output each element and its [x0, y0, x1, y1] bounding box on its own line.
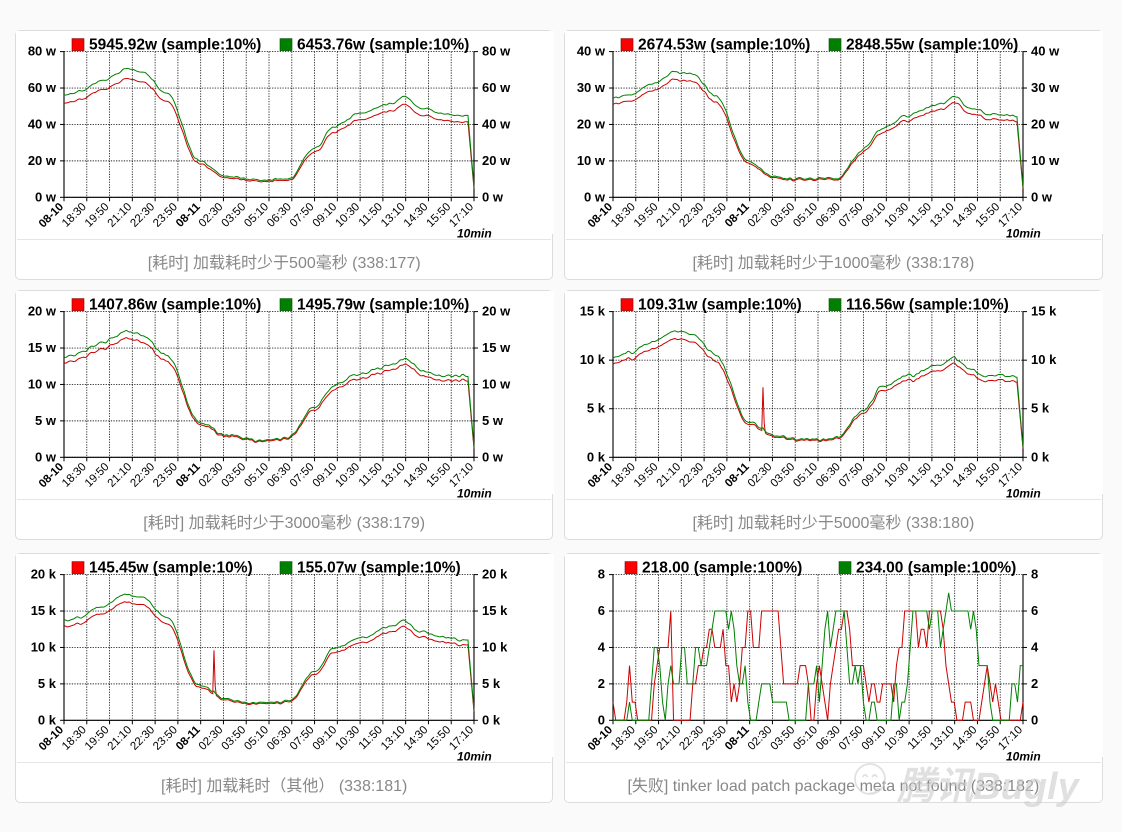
- svg-text:0 w: 0 w: [482, 190, 504, 205]
- svg-text:8: 8: [1031, 567, 1038, 582]
- svg-text:5945.92w (sample:10%): 5945.92w (sample:10%): [89, 37, 261, 54]
- svg-text:2: 2: [598, 676, 605, 691]
- svg-text:15 k: 15 k: [31, 603, 57, 618]
- svg-text:15 k: 15 k: [482, 603, 508, 618]
- svg-text:20 w: 20 w: [28, 304, 57, 319]
- svg-text:0 w: 0 w: [35, 190, 57, 205]
- svg-text:8: 8: [598, 567, 605, 582]
- svg-text:218.00 (sample:100%): 218.00 (sample:100%): [642, 560, 802, 577]
- svg-text:20 k: 20 k: [482, 567, 508, 582]
- svg-text:0 w: 0 w: [584, 190, 606, 205]
- svg-text:10min: 10min: [457, 487, 492, 501]
- svg-text:30 w: 30 w: [1031, 80, 1060, 95]
- svg-text:0 k: 0 k: [1031, 450, 1050, 465]
- svg-text:0: 0: [598, 712, 605, 727]
- svg-text:20 w: 20 w: [482, 153, 511, 168]
- svg-text:0 w: 0 w: [482, 450, 504, 465]
- svg-text:15 w: 15 w: [28, 340, 57, 355]
- svg-text:15 k: 15 k: [580, 304, 606, 319]
- svg-text:30 w: 30 w: [577, 80, 606, 95]
- svg-text:10 k: 10 k: [31, 640, 57, 655]
- svg-text:2674.53w (sample:10%): 2674.53w (sample:10%): [638, 37, 810, 54]
- svg-text:10 w: 10 w: [28, 377, 57, 392]
- svg-text:40 w: 40 w: [28, 117, 57, 132]
- svg-text:5 k: 5 k: [482, 676, 501, 691]
- svg-text:40 w: 40 w: [1031, 44, 1060, 59]
- svg-text:60 w: 60 w: [482, 80, 511, 95]
- svg-text:20 k: 20 k: [31, 567, 57, 582]
- svg-text:0 w: 0 w: [35, 450, 57, 465]
- svg-text:116.56w (sample:10%): 116.56w (sample:10%): [846, 297, 1009, 314]
- svg-text:10 k: 10 k: [580, 353, 606, 368]
- svg-text:60 w: 60 w: [28, 80, 57, 95]
- svg-text:6: 6: [598, 603, 605, 618]
- svg-text:20 w: 20 w: [577, 117, 606, 132]
- svg-text:10 w: 10 w: [1031, 153, 1060, 168]
- svg-text:15 k: 15 k: [1031, 304, 1057, 319]
- svg-text:1495.79w (sample:10%): 1495.79w (sample:10%): [297, 297, 469, 314]
- svg-text:4: 4: [598, 640, 606, 655]
- svg-text:2848.55w (sample:10%): 2848.55w (sample:10%): [846, 37, 1018, 54]
- svg-text:80 w: 80 w: [482, 44, 511, 59]
- svg-text:15 w: 15 w: [482, 340, 511, 355]
- svg-text:10 w: 10 w: [577, 153, 606, 168]
- svg-text:5 k: 5 k: [38, 676, 57, 691]
- svg-text:155.07w (sample:10%): 155.07w (sample:10%): [297, 560, 461, 577]
- svg-text:6453.76w (sample:10%): 6453.76w (sample:10%): [297, 37, 469, 54]
- svg-text:10min: 10min: [1006, 749, 1041, 763]
- svg-text:0 k: 0 k: [587, 450, 606, 465]
- svg-text:20 w: 20 w: [482, 304, 511, 319]
- svg-text:5 k: 5 k: [587, 401, 606, 416]
- svg-text:40 w: 40 w: [577, 44, 606, 59]
- svg-text:109.31w (sample:10%): 109.31w (sample:10%): [638, 297, 802, 314]
- svg-text:20 w: 20 w: [1031, 117, 1060, 132]
- svg-text:0 k: 0 k: [482, 712, 501, 727]
- svg-text:1407.86w (sample:10%): 1407.86w (sample:10%): [89, 297, 261, 314]
- svg-text:10min: 10min: [457, 227, 492, 241]
- svg-text:20 w: 20 w: [28, 153, 57, 168]
- svg-text:10min: 10min: [457, 749, 492, 763]
- svg-text:234.00 (sample:100%): 234.00 (sample:100%): [856, 560, 1016, 577]
- svg-text:5 w: 5 w: [35, 413, 57, 428]
- svg-text:80 w: 80 w: [28, 44, 57, 59]
- svg-text:10 k: 10 k: [1031, 353, 1057, 368]
- svg-text:10min: 10min: [1006, 487, 1041, 501]
- svg-text:0: 0: [1031, 712, 1038, 727]
- svg-text:0 k: 0 k: [38, 712, 57, 727]
- svg-text:10 w: 10 w: [482, 377, 511, 392]
- svg-text:4: 4: [1031, 640, 1039, 655]
- svg-text:40 w: 40 w: [482, 117, 511, 132]
- svg-text:6: 6: [1031, 603, 1038, 618]
- svg-text:145.45w (sample:10%): 145.45w (sample:10%): [89, 560, 253, 577]
- svg-text:2: 2: [1031, 676, 1038, 691]
- svg-text:5 w: 5 w: [482, 413, 504, 428]
- svg-text:0 w: 0 w: [1031, 190, 1053, 205]
- svg-text:5 k: 5 k: [1031, 401, 1050, 416]
- svg-text:10 k: 10 k: [482, 640, 508, 655]
- svg-text:10min: 10min: [1006, 227, 1041, 241]
